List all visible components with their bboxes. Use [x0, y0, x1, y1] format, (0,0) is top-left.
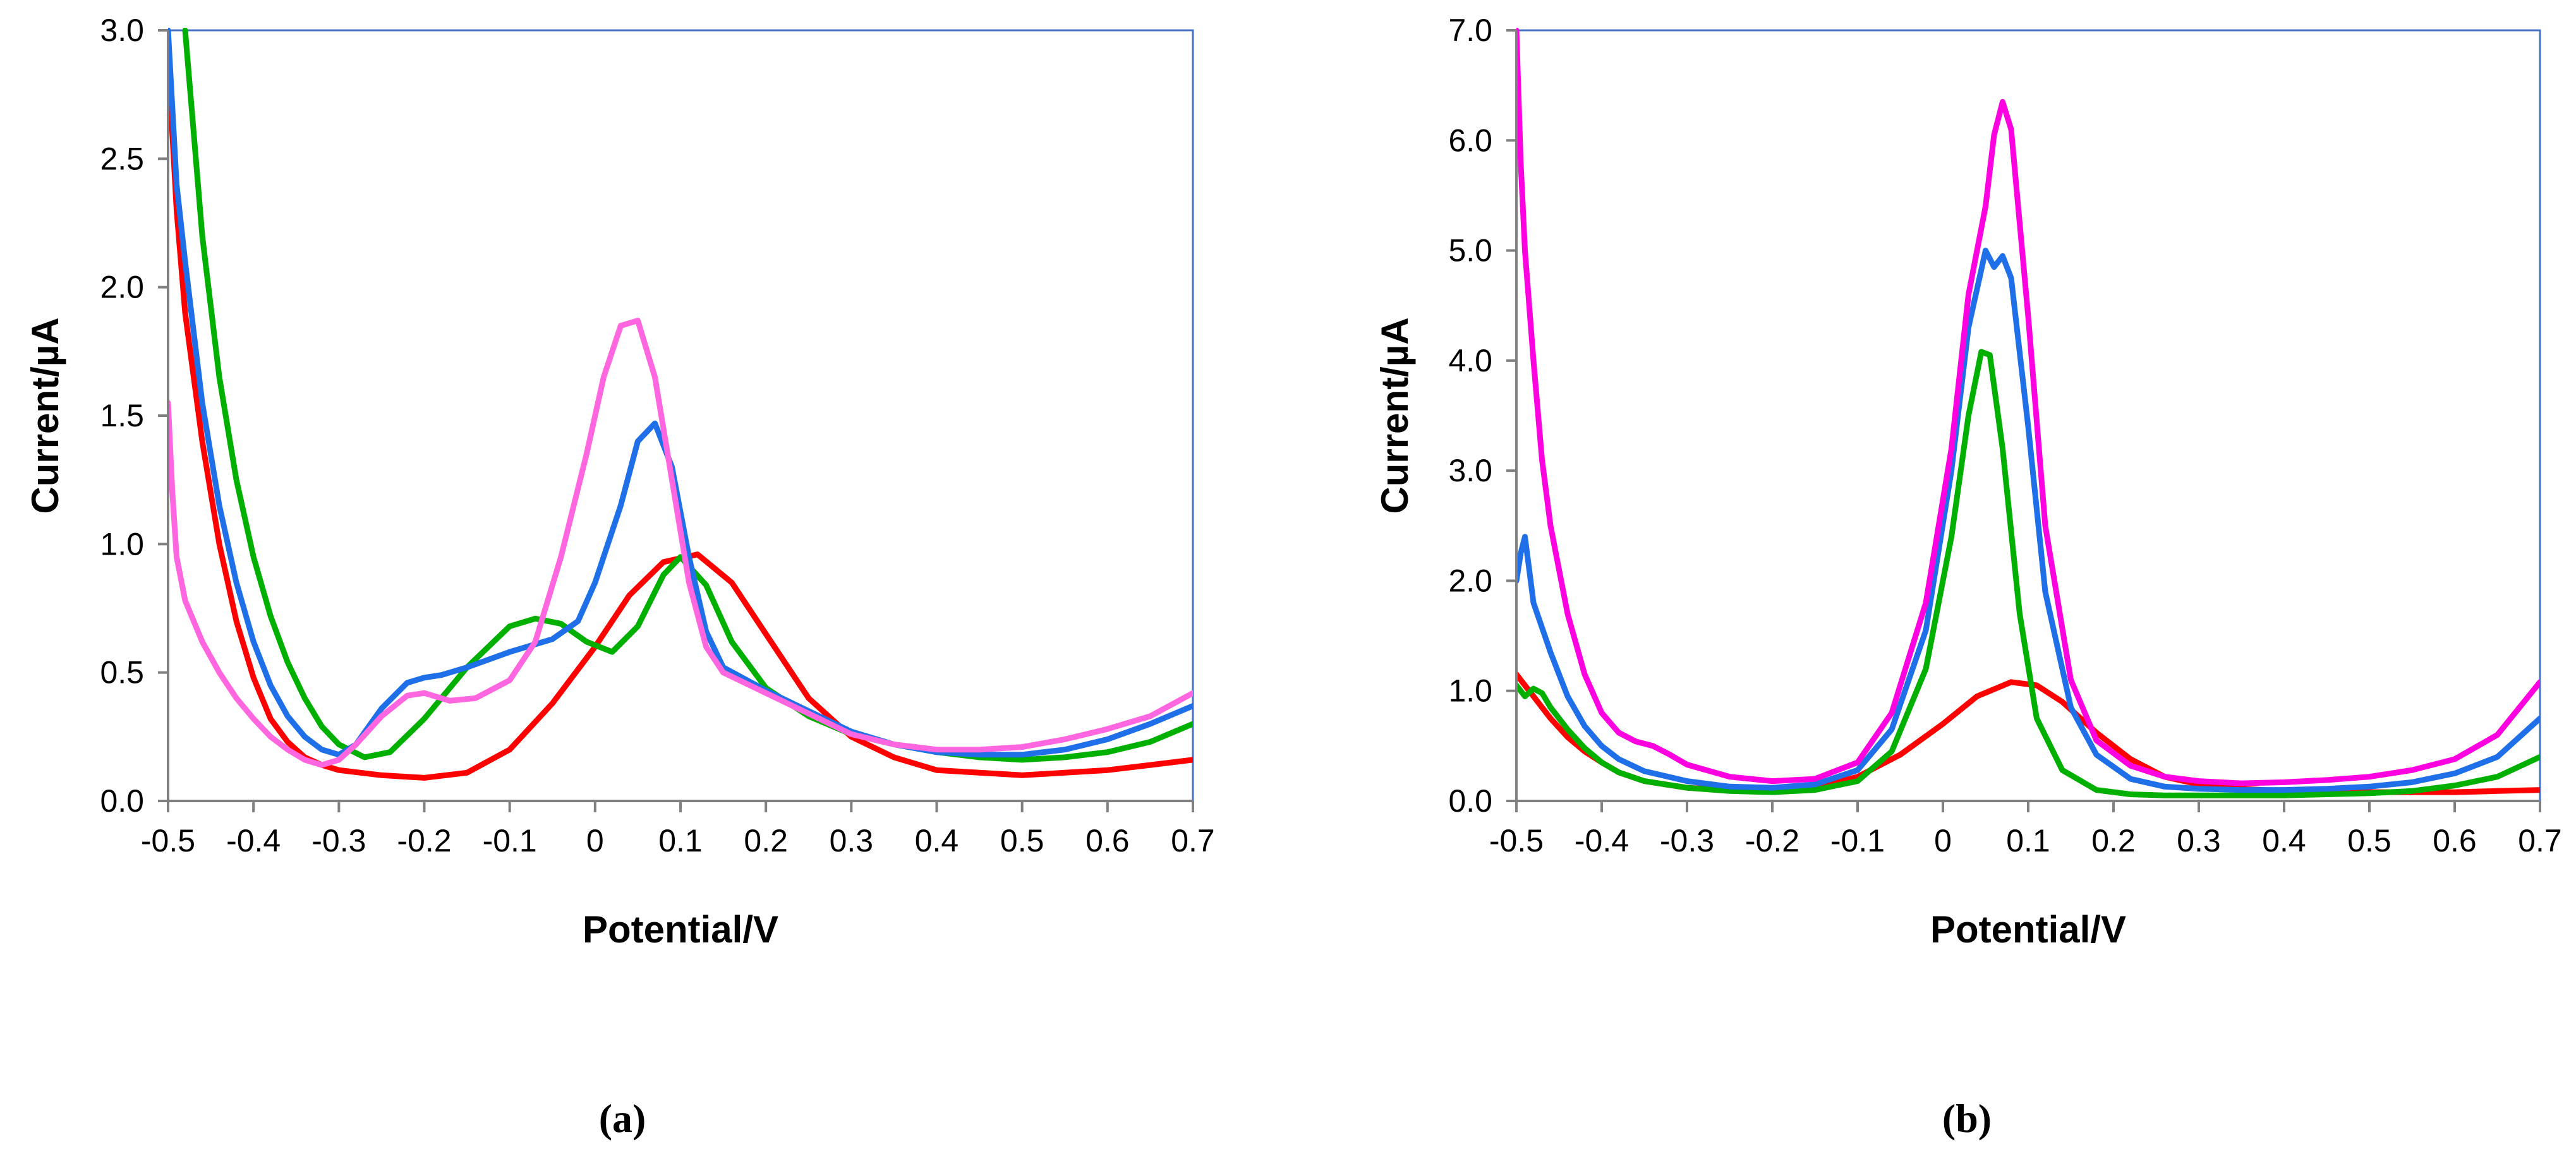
x-tick-label: -0.5	[1489, 823, 1544, 858]
y-tick-label: 5.0	[1448, 233, 1492, 268]
x-tick-label: 0.4	[915, 823, 959, 858]
x-tick-label: 0.6	[1085, 823, 1130, 858]
x-ticks-a: -0.5 -0.4 -0.3 -0.2 -0.1 0 0.1 0.2 0.3 0.4 0.5 0.6 0…	[141, 801, 1215, 858]
x-tick-label: -0.2	[397, 823, 451, 858]
panel-label-a: (a)	[599, 1096, 646, 1141]
x-tick-label: -0.3	[1660, 823, 1714, 858]
plot-area-b	[1516, 28, 2540, 798]
series-line-a-4	[168, 318, 1193, 768]
y-axis-label-a: Current/µA	[24, 317, 66, 514]
y-tick-label: 2.0	[100, 270, 144, 305]
x-tick-label: 0.3	[830, 823, 874, 858]
plot-area-a	[168, 28, 1193, 781]
y-tick-label: 2.0	[1448, 563, 1492, 598]
chart-panel-b: -0.5 -0.4 -0.3 -0.2 -0.1 0 0.1 0.2 0.3 0.4 0.5 0.6 0…	[1374, 13, 2562, 1141]
x-tick-label: -0.3	[311, 823, 366, 858]
x-tick-label: 0.5	[1000, 823, 1044, 858]
y-ticks-a: 0.0 0.5 1.0 1.5 2.0 2.5 3.0	[100, 13, 168, 819]
y-tick-label: 0.0	[100, 783, 144, 819]
x-axis-label-a: Potential/V	[583, 908, 778, 951]
x-tick-label: 0.6	[2433, 823, 2477, 858]
y-tick-label: 3.0	[100, 13, 144, 48]
x-ticks-b: -0.5 -0.4 -0.3 -0.2 -0.1 0 0.1 0.2 0.3 0.4 0.5 0.6 0…	[1489, 801, 2562, 858]
x-tick-label: -0.2	[1745, 823, 1799, 858]
y-tick-label: 3.0	[1448, 453, 1492, 488]
x-tick-label: 0.2	[2091, 823, 2136, 858]
x-tick-label: 0	[586, 823, 604, 858]
y-tick-label: 1.0	[100, 526, 144, 562]
y-tick-label: 4.0	[1448, 343, 1492, 378]
x-tick-label: 0.5	[2347, 823, 2392, 858]
x-tick-label: -0.5	[141, 823, 195, 858]
panel-label-b: (b)	[1942, 1096, 1992, 1141]
x-tick-label: 0.7	[2518, 823, 2562, 858]
x-tick-label: -0.1	[1830, 823, 1885, 858]
y-tick-label: 2.5	[100, 141, 144, 176]
y-tick-label: 7.0	[1448, 13, 1492, 48]
y-ticks-b: 0.0 1.0 2.0 3.0 4.0 5.0 6.0 7.0	[1448, 13, 1516, 819]
x-tick-label: 0.2	[744, 823, 788, 858]
x-tick-label: 0.4	[2262, 823, 2306, 858]
y-axis-label-b: Current/µA	[1374, 317, 1416, 514]
y-tick-label: 0.5	[100, 655, 144, 690]
x-tick-label: 0.3	[2177, 823, 2221, 858]
y-tick-label: 6.0	[1448, 123, 1492, 158]
y-tick-label: 1.5	[100, 398, 144, 433]
x-axis-label-b: Potential/V	[1930, 908, 2126, 951]
x-tick-label: -0.4	[1575, 823, 1629, 858]
x-tick-label: 0.1	[658, 823, 703, 858]
series-line-a-1	[168, 53, 1193, 781]
x-tick-label: 0.1	[2006, 823, 2050, 858]
series-line-b-4	[1516, 28, 2540, 786]
x-tick-label: 0	[1934, 823, 1952, 858]
series-line-b-3	[1516, 248, 2540, 793]
x-tick-label: 0.7	[1171, 823, 1215, 858]
x-tick-label: -0.4	[226, 823, 281, 858]
y-tick-label: 0.0	[1448, 783, 1492, 819]
series-line-b-2	[1516, 349, 2540, 798]
chart-panel-a: -0.5 -0.4 -0.3 -0.2 -0.1 0 0.1 0.2 0.3 0.4 0.5 0.6 0…	[24, 13, 1215, 1141]
x-tick-label: -0.1	[483, 823, 537, 858]
y-tick-label: 1.0	[1448, 673, 1492, 709]
